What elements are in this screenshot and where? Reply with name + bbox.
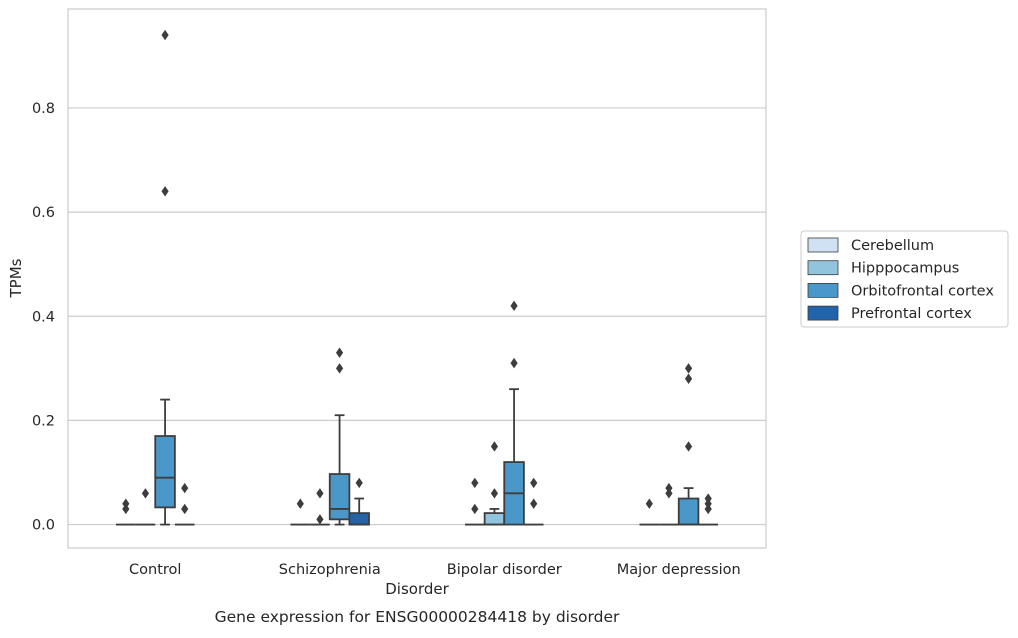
legend-item-prefrontal-cortex: Prefrontal cortex — [807, 305, 972, 322]
outlier-point — [665, 482, 673, 494]
box-prefrontal-cortex-major-depression — [698, 493, 719, 526]
outlier-point — [122, 498, 130, 509]
x-axis-label: Disorder — [385, 580, 449, 598]
outlier-point — [471, 503, 479, 515]
box-cerebellum-major-depression — [639, 498, 660, 526]
plot-area-frame — [67, 8, 767, 549]
outlier-point — [355, 477, 363, 489]
x-tick-label: Schizophrenia — [279, 562, 381, 578]
box-cerebellum-schizophrenia — [290, 498, 311, 526]
outlier-point — [316, 488, 324, 499]
box-prefrontal-cortex-bipolar-disorder — [523, 477, 544, 526]
box-orbitofrontal-cortex-bipolar-disorder — [503, 300, 525, 526]
box-body — [677, 497, 700, 526]
outlier-point — [161, 186, 169, 197]
y-tick-label: 0.4 — [32, 309, 55, 325]
legend-swatch — [807, 305, 839, 321]
legend-item-cerebellum: Cerebellum — [807, 237, 934, 254]
box-body — [328, 473, 351, 521]
legend-label: Hipppocampus — [851, 261, 959, 277]
box-orbitofrontal-cortex-schizophrenia — [328, 347, 351, 526]
outlier-point — [684, 373, 693, 384]
outlier-point — [335, 347, 344, 358]
y-tick-label: 0.6 — [32, 205, 55, 221]
outlier-point — [704, 503, 712, 515]
legend-label: Prefrontal cortex — [851, 306, 972, 322]
box-hipppocampus-schizophrenia — [310, 488, 330, 526]
box-orbitofrontal-cortex-control — [154, 29, 176, 526]
box-hipppocampus-major-depression — [659, 482, 679, 526]
box-body — [483, 512, 506, 526]
outlier-point — [161, 29, 169, 41]
legend-swatch — [807, 237, 839, 253]
outlier-point — [141, 488, 150, 499]
x-tick-label: Bipolar disorder — [447, 562, 562, 578]
box-hipppocampus-control — [135, 488, 156, 526]
legend-frame — [800, 230, 1009, 328]
x-tick-label: Major depression — [617, 562, 741, 578]
box-prefrontal-cortex-schizophrenia — [348, 477, 370, 526]
x-tick-labels: Control Schizophrenia Bipolar disorder Majo… — [129, 562, 741, 578]
outlier-point — [510, 300, 518, 312]
legend-label: Cerebellum — [851, 238, 934, 254]
figure-caption: Gene expression for ENSG00000284418 by d… — [215, 608, 620, 626]
outlier-point — [122, 503, 130, 515]
outlier-point — [704, 493, 712, 504]
outlier-point — [296, 498, 304, 509]
legend-swatch — [807, 282, 839, 298]
outlier-point — [684, 441, 693, 452]
outlier-point — [704, 498, 712, 509]
box-cerebellum-bipolar-disorder — [464, 477, 485, 526]
legend-item-hipppocampus: Hipppocampus — [807, 260, 959, 277]
boxplot-layer — [115, 29, 719, 526]
outlier-point — [510, 357, 518, 369]
outlier-point — [335, 363, 344, 374]
y-tick-labels: 0.0 0.2 0.4 0.6 0.8 — [32, 101, 55, 534]
outlier-point — [530, 498, 538, 509]
outlier-point — [490, 488, 499, 499]
outlier-point — [471, 477, 479, 489]
outlier-point — [490, 441, 499, 452]
box-cerebellum-control — [115, 498, 136, 526]
legend-label: Orbitofrontal cortex — [851, 283, 994, 299]
legend-swatch — [807, 260, 839, 276]
y-tick-label: 0.2 — [32, 413, 55, 429]
box-prefrontal-cortex-control — [174, 482, 195, 526]
legend-item-orbitofrontal-cortex: Orbitofrontal cortex — [807, 282, 994, 299]
y-tick-label: 0.0 — [32, 518, 55, 534]
box-orbitofrontal-cortex-major-depression — [677, 363, 700, 526]
outlier-point — [530, 477, 538, 489]
outlier-point — [181, 503, 189, 515]
outlier-point — [665, 488, 673, 499]
y-axis-label: TPMs — [7, 258, 25, 298]
outlier-point — [684, 363, 693, 374]
box-body — [348, 512, 370, 526]
y-tick-label: 0.8 — [32, 101, 55, 117]
outlier-point — [181, 482, 189, 494]
x-tick-label: Control — [129, 562, 181, 578]
outlier-point — [645, 498, 653, 509]
outlier-point — [316, 514, 324, 525]
legend: Cerebellum Hipppocampus Orbitofrontal cort… — [800, 230, 1009, 328]
box-body — [154, 435, 176, 509]
